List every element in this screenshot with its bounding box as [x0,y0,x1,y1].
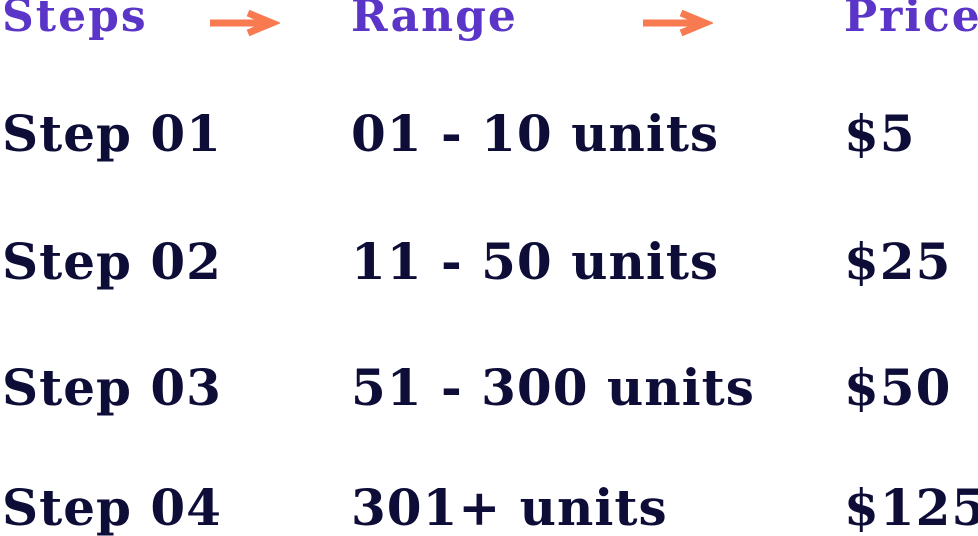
steps-column-header: Steps [2,0,148,42]
right-arrow-icon [641,9,713,37]
step-label: Step 01 [2,104,222,163]
range-value: 01 - 10 units [351,104,720,163]
range-value: 301+ units [351,478,668,536]
price-value: $50 [844,358,952,417]
step-label: Step 04 [2,478,222,536]
step-label: Step 03 [2,358,222,417]
price-column-header: Price [844,0,978,42]
price-value: $5 [844,104,916,163]
range-value: 51 - 300 units [351,358,755,417]
step-label: Step 02 [2,232,222,291]
price-value: $125 [844,478,978,536]
range-column-header: Range [351,0,518,42]
range-value: 11 - 50 units [351,232,720,291]
price-value: $25 [844,232,952,291]
right-arrow-icon [208,9,280,37]
